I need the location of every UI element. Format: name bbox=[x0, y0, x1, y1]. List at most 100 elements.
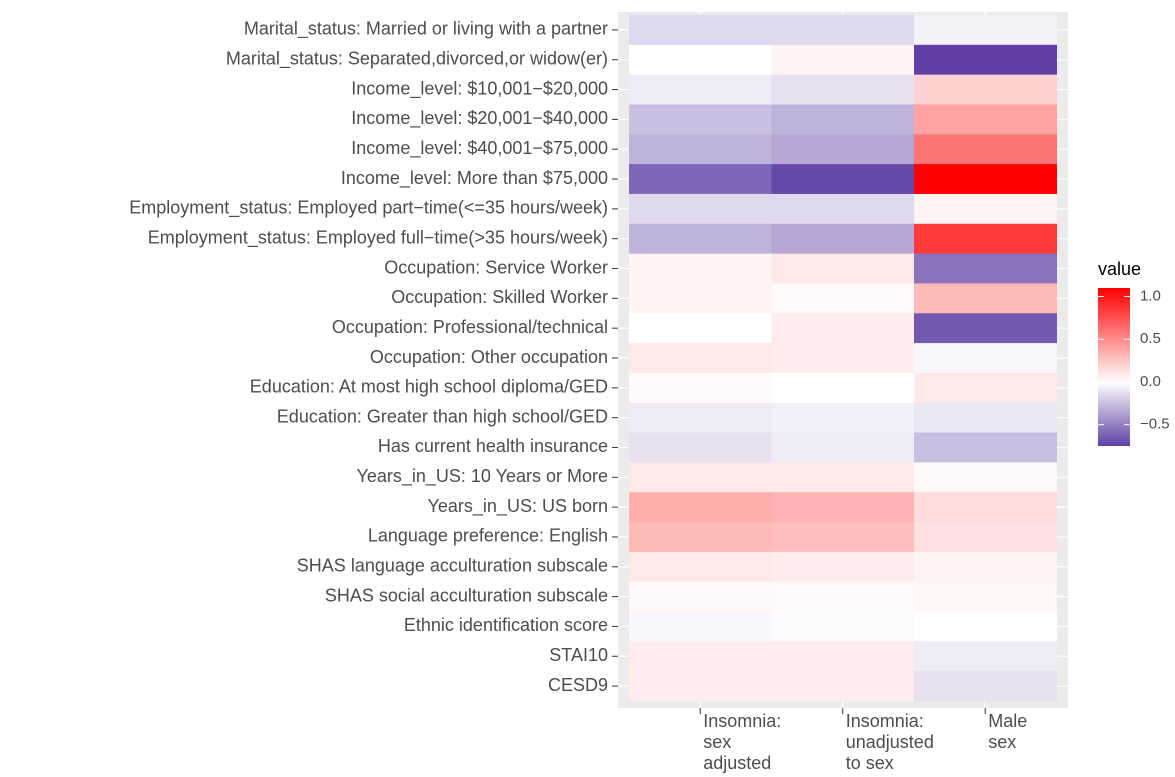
heat-cell bbox=[771, 492, 915, 523]
heat-cell bbox=[629, 343, 772, 374]
heat-cell bbox=[771, 372, 915, 404]
heat-cell bbox=[914, 492, 1057, 523]
heat-cell bbox=[629, 462, 772, 493]
heat-cell bbox=[914, 313, 1057, 344]
heat-cell bbox=[629, 164, 772, 195]
legend-tick-label: 1.0 bbox=[1140, 288, 1161, 305]
heat-cell bbox=[629, 134, 772, 165]
heat-cell bbox=[914, 462, 1057, 493]
y-tick-label: CESD9 bbox=[548, 675, 608, 695]
heat-cell bbox=[771, 164, 915, 195]
y-tick-label: Income_level: $20,001−$40,000 bbox=[351, 108, 608, 129]
heat-cell bbox=[629, 581, 772, 613]
legend-title: value bbox=[1098, 259, 1141, 279]
heat-cell bbox=[914, 134, 1057, 165]
y-tick-label: Education: At most high school diploma/G… bbox=[250, 377, 608, 397]
heat-cell bbox=[771, 44, 915, 76]
heat-cell bbox=[771, 671, 915, 702]
heat-cell bbox=[629, 641, 772, 672]
heat-cell bbox=[629, 104, 772, 135]
x-tick-label: Insomnia: unadjusted to sex bbox=[845, 711, 934, 773]
heat-cell bbox=[771, 15, 915, 46]
heat-cell bbox=[629, 44, 772, 76]
heat-cell bbox=[914, 223, 1057, 255]
heat-cell bbox=[914, 551, 1057, 583]
heat-cell bbox=[771, 402, 915, 434]
colorbar bbox=[1098, 288, 1130, 446]
heat-cell bbox=[629, 313, 772, 344]
heat-cell bbox=[914, 372, 1057, 404]
y-tick-label: STAI10 bbox=[549, 645, 608, 665]
heat-cell bbox=[914, 581, 1057, 613]
heat-cell bbox=[771, 581, 915, 613]
y-tick-label: Employment_status: Employed full−time(>3… bbox=[148, 227, 608, 248]
heat-cell bbox=[629, 193, 772, 225]
y-tick-label: Income_level: $10,001−$20,000 bbox=[351, 78, 608, 99]
y-tick-label: Has current health insurance bbox=[378, 436, 608, 456]
heat-cell bbox=[914, 522, 1057, 553]
y-tick-label: Occupation: Service Worker bbox=[384, 257, 608, 277]
y-tick-label: Years_in_US: 10 Years or More bbox=[357, 466, 609, 487]
heat-cell bbox=[771, 283, 915, 314]
heat-cell bbox=[629, 492, 772, 523]
heat-cell bbox=[771, 432, 915, 463]
y-tick-label: Occupation: Professional/technical bbox=[332, 317, 608, 337]
heat-cell bbox=[629, 432, 772, 463]
heat-cell bbox=[629, 253, 772, 284]
heat-cell bbox=[771, 462, 915, 493]
heat-cell bbox=[914, 74, 1057, 105]
heat-cell bbox=[914, 283, 1057, 314]
heat-cell bbox=[914, 343, 1057, 374]
heat-cell bbox=[629, 74, 772, 105]
y-tick-label: Ethnic identification score bbox=[404, 615, 608, 635]
y-tick-label: Education: Greater than high school/GED bbox=[277, 406, 608, 426]
heat-cell bbox=[914, 402, 1057, 434]
heat-cell bbox=[914, 432, 1057, 463]
y-tick-label: Income_level: More than $75,000 bbox=[341, 168, 608, 189]
heat-cell bbox=[771, 104, 915, 135]
heat-cell bbox=[914, 164, 1057, 195]
heat-cell bbox=[914, 15, 1057, 46]
heat-cell bbox=[771, 253, 915, 284]
heat-cell bbox=[629, 223, 772, 255]
y-tick-label: Occupation: Skilled Worker bbox=[391, 287, 608, 307]
heat-cell bbox=[771, 641, 915, 672]
heat-cell bbox=[771, 134, 915, 165]
heat-cell bbox=[914, 104, 1057, 135]
y-tick-label: Marital_status: Separated,divorced,or wi… bbox=[226, 48, 608, 69]
y-tick-label: Employment_status: Employed part−time(<=… bbox=[129, 198, 608, 219]
x-tick-label: Male sex bbox=[988, 711, 1028, 752]
legend-tick-label: 0.0 bbox=[1140, 373, 1161, 390]
heat-cell bbox=[771, 193, 915, 225]
y-tick-label: SHAS social acculturation subscale bbox=[325, 585, 608, 605]
legend-tick-label: −0.5 bbox=[1140, 416, 1170, 433]
y-tick-label: Occupation: Other occupation bbox=[370, 347, 608, 367]
heat-cell bbox=[629, 611, 772, 642]
heat-cell bbox=[914, 641, 1057, 672]
heat-cell bbox=[629, 372, 772, 404]
heat-cell bbox=[771, 223, 915, 255]
heat-cell bbox=[914, 671, 1057, 702]
heat-cell bbox=[629, 15, 772, 46]
heat-cell bbox=[771, 611, 915, 642]
y-tick-label: Years_in_US: US born bbox=[428, 496, 608, 517]
heat-cell bbox=[914, 44, 1057, 76]
heat-cell bbox=[914, 193, 1057, 225]
heat-cell bbox=[771, 522, 915, 553]
heat-cell bbox=[629, 522, 772, 553]
x-tick-label: Insomnia: sex adjusted bbox=[703, 711, 782, 773]
legend-tick-label: 0.5 bbox=[1140, 330, 1161, 347]
heat-cell bbox=[914, 611, 1057, 642]
heat-cell bbox=[771, 551, 915, 583]
y-tick-label: Marital_status: Married or living with a… bbox=[244, 19, 608, 40]
heat-cell bbox=[771, 343, 915, 374]
heat-cell bbox=[914, 253, 1057, 284]
heat-cell bbox=[771, 74, 915, 105]
heat-cell bbox=[629, 283, 772, 314]
heat-cell bbox=[771, 313, 915, 344]
y-tick-label: SHAS language acculturation subscale bbox=[297, 556, 608, 576]
heat-cell bbox=[629, 551, 772, 583]
heat-cell bbox=[629, 671, 772, 702]
